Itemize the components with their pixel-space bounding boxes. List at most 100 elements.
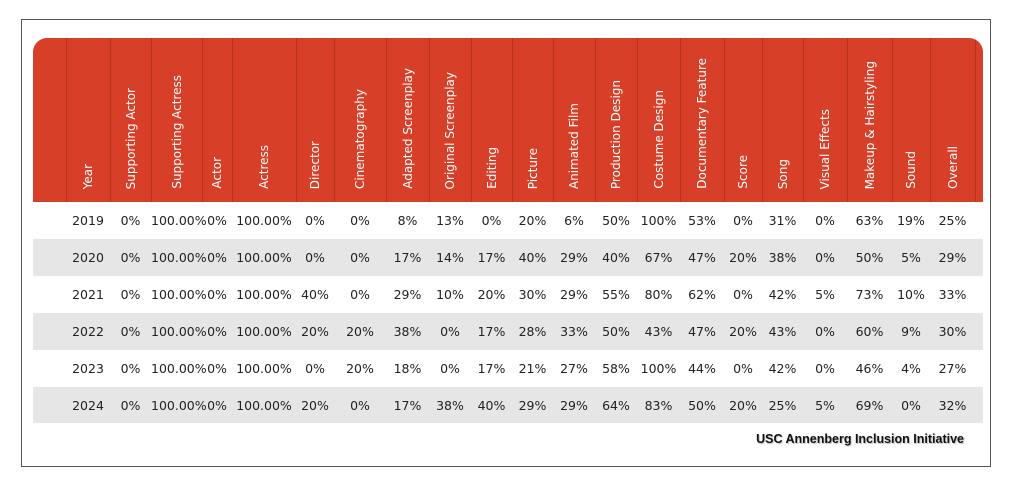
- table-cell-sound: 10%: [892, 276, 930, 313]
- table-cell-song: 42%: [762, 350, 803, 387]
- table-cell-cinematography: 0%: [334, 202, 386, 239]
- table-cell-costume-design: 100%: [637, 350, 680, 387]
- table-cell-sound: 5%: [892, 239, 930, 276]
- column-label-adapted-screenplay: Adapted Screenplay: [400, 68, 415, 189]
- table-cell-overall: 32%: [930, 387, 975, 423]
- column-label-supporting-actor: Supporting Actor: [123, 87, 138, 189]
- table-cell-editing: 0%: [471, 202, 512, 239]
- table-cell-cinematography: 0%: [334, 276, 386, 313]
- table-cell-production-design: 55%: [595, 276, 637, 313]
- table-cell-director: 0%: [296, 239, 334, 276]
- table-row: 2022 0% 100.00% 0% 100.00% 20% 20% 38% 0% 17% 28% 3…: [33, 313, 983, 350]
- table-cell-director: 0%: [296, 350, 334, 387]
- column-header-sound: Sound: [891, 38, 930, 202]
- table-cell-editing: 20%: [471, 276, 512, 313]
- table-cell-overall: 33%: [930, 276, 975, 313]
- table-cell-supporting-actress: 100.00%: [151, 202, 207, 239]
- table-cell-overall: 25%: [930, 202, 975, 239]
- table-row: 2021 0% 100.00% 0% 100.00% 40% 0% 29% 10% 20% 30% 2…: [33, 276, 983, 313]
- table-cell-picture: 40%: [512, 239, 553, 276]
- column-label-song: Song: [775, 158, 790, 189]
- column-header-spacer: [33, 38, 66, 202]
- table-cell-production-design: 50%: [595, 313, 637, 350]
- table-cell-director: 40%: [296, 276, 334, 313]
- table-cell-supporting-actress: 100.00%: [151, 313, 207, 350]
- table-cell-sound: 0%: [892, 387, 930, 423]
- table-cell-score: 0%: [724, 350, 762, 387]
- column-header-adapted-screenplay: Adapted Screenplay: [385, 38, 429, 202]
- table-cell-supporting-actor: 0%: [110, 276, 151, 313]
- column-header-documentary-feature: Documentary Feature: [679, 38, 724, 202]
- year-cell: 2019: [66, 202, 110, 239]
- table-row: 2024 0% 100.00% 0% 100.00% 20% 0% 17% 38% 40% 29% 2…: [33, 387, 983, 423]
- table-cell-visual-effects: 0%: [803, 239, 847, 276]
- table-cell-supporting-actress: 100.00%: [151, 350, 207, 387]
- table-cell-makeup-and-hairstyling: 46%: [847, 350, 892, 387]
- table-cell-costume-design: 100%: [637, 202, 680, 239]
- column-label-visual-effects: Visual Effects: [818, 108, 832, 189]
- data-table-card: Year Supporting Actor Supporting Actress Ac…: [33, 38, 983, 423]
- table-cell-actor: 0%: [202, 202, 232, 239]
- table-cell-supporting-actor: 0%: [110, 313, 151, 350]
- table-cell-supporting-actress: 100.00%: [151, 387, 207, 423]
- table-cell-visual-effects: 5%: [803, 276, 847, 313]
- column-label-animated-film: Animated Film: [567, 102, 581, 189]
- table-cell-actor: 0%: [202, 350, 232, 387]
- table-cell-production-design: 64%: [595, 387, 637, 423]
- year-cell: 2022: [66, 313, 110, 350]
- column-header-score: Score: [723, 38, 762, 202]
- table-cell-actor: 0%: [202, 387, 232, 423]
- table-cell-sound: 4%: [892, 350, 930, 387]
- table-cell-spacer: [33, 313, 66, 350]
- table-cell-director: 20%: [296, 313, 334, 350]
- table-cell-visual-effects: 0%: [803, 350, 847, 387]
- table-cell-production-design: 40%: [595, 239, 637, 276]
- table-cell-makeup-and-hairstyling: 73%: [847, 276, 892, 313]
- table-cell-supporting-actress: 100.00%: [151, 276, 207, 313]
- table-cell-song: 25%: [762, 387, 803, 423]
- table-cell-original-screenplay: 0%: [429, 313, 471, 350]
- column-label-director: Director: [308, 140, 322, 189]
- table-cell-actress: 100.00%: [232, 202, 296, 239]
- table-cell-actress: 100.00%: [232, 350, 296, 387]
- table-cell-documentary-feature: 47%: [680, 239, 724, 276]
- column-label-original-screenplay: Original Screenplay: [443, 71, 457, 189]
- table-cell-makeup-and-hairstyling: 50%: [847, 239, 892, 276]
- table-cell-animated-film: 6%: [553, 202, 595, 239]
- table-cell-picture: 28%: [512, 313, 553, 350]
- table-cell-spacer: [975, 313, 983, 350]
- table-cell-actress: 100.00%: [232, 276, 296, 313]
- column-header-makeup-and-hairstyling: Makeup & Hairstyling: [846, 38, 892, 202]
- column-header-production-design: Production Design: [594, 38, 637, 202]
- table-cell-editing: 17%: [471, 313, 512, 350]
- table-cell-score: 20%: [724, 239, 762, 276]
- column-header-song: Song: [761, 38, 803, 202]
- column-header-costume-design: Costume Design: [636, 38, 680, 202]
- table-cell-visual-effects: 0%: [803, 313, 847, 350]
- year-cell: 2020: [66, 239, 110, 276]
- table-cell-actor: 0%: [202, 313, 232, 350]
- year-cell: 2023: [66, 350, 110, 387]
- table-cell-supporting-actor: 0%: [110, 202, 151, 239]
- table-row: 2019 0% 100.00% 0% 100.00% 0% 0% 8% 13% 0% 20% 6% 50…: [33, 202, 983, 239]
- table-cell-supporting-actor: 0%: [110, 387, 151, 423]
- column-label-actor: Actor: [210, 157, 224, 189]
- table-cell-cinematography: 20%: [334, 350, 386, 387]
- table-cell-animated-film: 29%: [553, 276, 595, 313]
- year-cell: 2021: [66, 276, 110, 313]
- table-cell-spacer: [975, 202, 983, 239]
- column-header-animated-film: Animated Film: [552, 38, 595, 202]
- column-label-picture: Picture: [525, 147, 540, 189]
- table-cell-original-screenplay: 14%: [429, 239, 471, 276]
- table-cell-costume-design: 67%: [637, 239, 680, 276]
- table-cell-picture: 21%: [512, 350, 553, 387]
- table-cell-adapted-screenplay: 17%: [386, 387, 429, 423]
- table-cell-score: 20%: [724, 313, 762, 350]
- table-cell-adapted-screenplay: 38%: [386, 313, 429, 350]
- table-cell-spacer: [33, 202, 66, 239]
- table-cell-actress: 100.00%: [232, 239, 296, 276]
- column-label-editing: Editing: [484, 147, 499, 189]
- table-cell-documentary-feature: 47%: [680, 313, 724, 350]
- column-header-cinematography: Cinematography: [333, 38, 386, 202]
- table-cell-documentary-feature: 53%: [680, 202, 724, 239]
